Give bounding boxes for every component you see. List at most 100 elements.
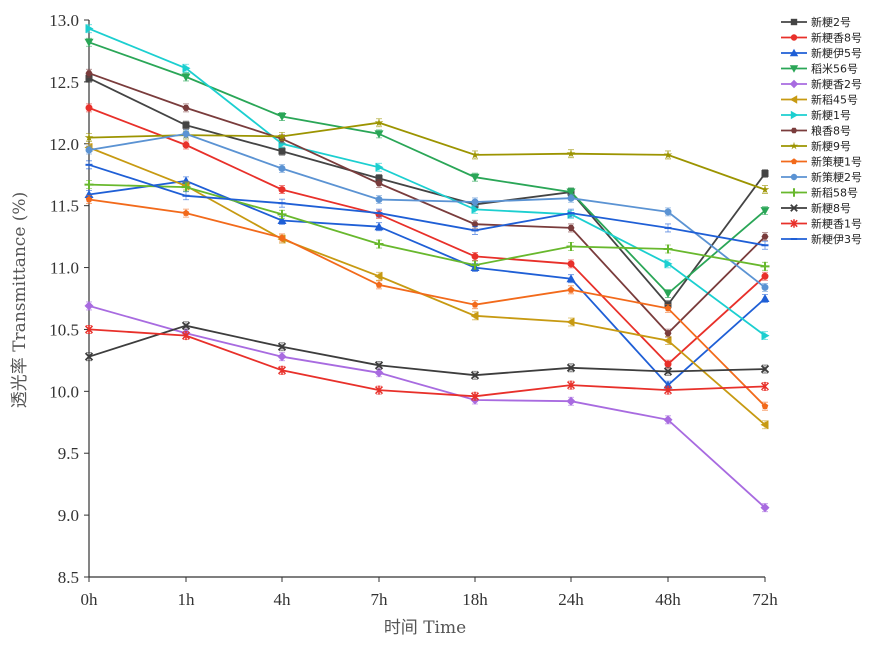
series-line (88, 198, 766, 407)
series-layer (84, 24, 770, 513)
series-13 (84, 321, 770, 380)
data-point (85, 24, 94, 34)
data-point (374, 118, 384, 127)
data-point (566, 317, 575, 327)
legend-label: 新粳8号 (811, 201, 851, 215)
y-tick-label: 11.0 (50, 259, 79, 278)
data-point (277, 342, 287, 351)
x-tick-label: 7h (371, 590, 389, 609)
legend-item: 新粳伊5号 (781, 46, 862, 60)
series-line (88, 305, 766, 509)
data-point (761, 283, 769, 291)
legend-label: 新策粳1号 (811, 155, 862, 169)
data-point (181, 321, 191, 330)
data-point (760, 261, 770, 271)
data-point (789, 79, 799, 89)
x-axis-title: 时间 Time (384, 618, 466, 638)
data-point (182, 130, 190, 138)
legend-item: 粮香8号 (781, 124, 851, 138)
y-tick-label: 10.5 (49, 320, 79, 339)
data-point (277, 209, 287, 219)
data-point (182, 104, 190, 111)
data-point (760, 294, 770, 302)
y-tick-label: 9.5 (58, 444, 79, 463)
series-1 (85, 73, 769, 310)
data-point (182, 63, 191, 73)
data-point (566, 242, 576, 252)
axes: 8.5 9.0 9.5 10.0 10.5 11.0 11.5 12.0 12.5 13.0 0h 1… (49, 11, 778, 609)
data-point (374, 385, 384, 395)
y-tick-label: 11.5 (50, 197, 79, 216)
data-point (471, 301, 479, 308)
legend-item: 新粳伊3号 (781, 232, 862, 246)
series-8 (85, 68, 769, 338)
data-point (663, 244, 673, 254)
x-tick-label: 4h (274, 590, 292, 609)
x-tick-label: 24h (558, 590, 584, 609)
series-9 (84, 118, 770, 194)
data-point (663, 380, 673, 389)
data-point (375, 195, 383, 203)
data-point (790, 173, 798, 181)
series-line (88, 324, 766, 377)
data-point (374, 361, 384, 370)
data-point (181, 331, 191, 341)
legend-item: 稻米56号 (781, 63, 858, 76)
legend-label: 新粳香8号 (811, 31, 862, 45)
y-tick-label: 10.0 (49, 382, 79, 401)
data-point (182, 209, 190, 216)
data-point (566, 149, 576, 158)
data-point (663, 367, 673, 376)
data-point (85, 70, 93, 77)
data-point (664, 304, 672, 312)
data-point (761, 169, 769, 177)
data-point (789, 188, 799, 197)
data-point (790, 204, 798, 212)
data-point (85, 74, 93, 82)
data-point (663, 415, 673, 425)
legend-label: 新粳伊3号 (811, 232, 862, 246)
data-point (566, 363, 576, 372)
series-line (88, 72, 766, 335)
data-point (760, 364, 770, 374)
data-point (789, 48, 799, 57)
data-point (663, 336, 672, 346)
data-point (567, 286, 575, 293)
series-line (88, 132, 766, 289)
data-point (375, 162, 384, 172)
series-line (88, 77, 766, 307)
y-axis-title: 透光率 Transmittance (%) (10, 192, 30, 408)
series-11 (85, 129, 769, 292)
series-line (88, 107, 766, 366)
data-point (181, 182, 191, 192)
series-line (88, 328, 766, 398)
data-point (277, 365, 287, 375)
data-point (470, 173, 480, 182)
legend-label: 稻米56号 (811, 63, 858, 76)
data-point (567, 224, 575, 231)
data-point (790, 18, 798, 26)
legend-item: 新粳8号 (781, 201, 851, 215)
series-2 (85, 103, 769, 369)
data-point (182, 121, 190, 129)
legend-item: 新稻45号 (781, 93, 858, 107)
data-point (790, 141, 798, 150)
series-line (88, 183, 766, 268)
legend-label: 粮香8号 (811, 124, 851, 138)
legend-label: 新粳香2号 (811, 77, 862, 91)
data-point (470, 371, 480, 380)
data-point (470, 260, 480, 270)
legend: 新粳2号新粳香8号新粳伊5号稻米56号新粳香2号新稻45号新粳1号粮香8号新粳9… (781, 15, 862, 246)
series-line (88, 146, 766, 426)
data-point (567, 260, 575, 268)
data-point (84, 38, 94, 47)
data-point (84, 301, 94, 311)
x-tick-label: 18h (462, 590, 488, 609)
data-point (181, 73, 191, 82)
y-tick-label: 8.5 (58, 568, 79, 587)
data-point (277, 113, 287, 122)
data-point (566, 380, 576, 390)
x-tick-label: 72h (752, 590, 778, 609)
legend-item: 新粳香2号 (781, 77, 862, 91)
data-point (790, 219, 798, 228)
